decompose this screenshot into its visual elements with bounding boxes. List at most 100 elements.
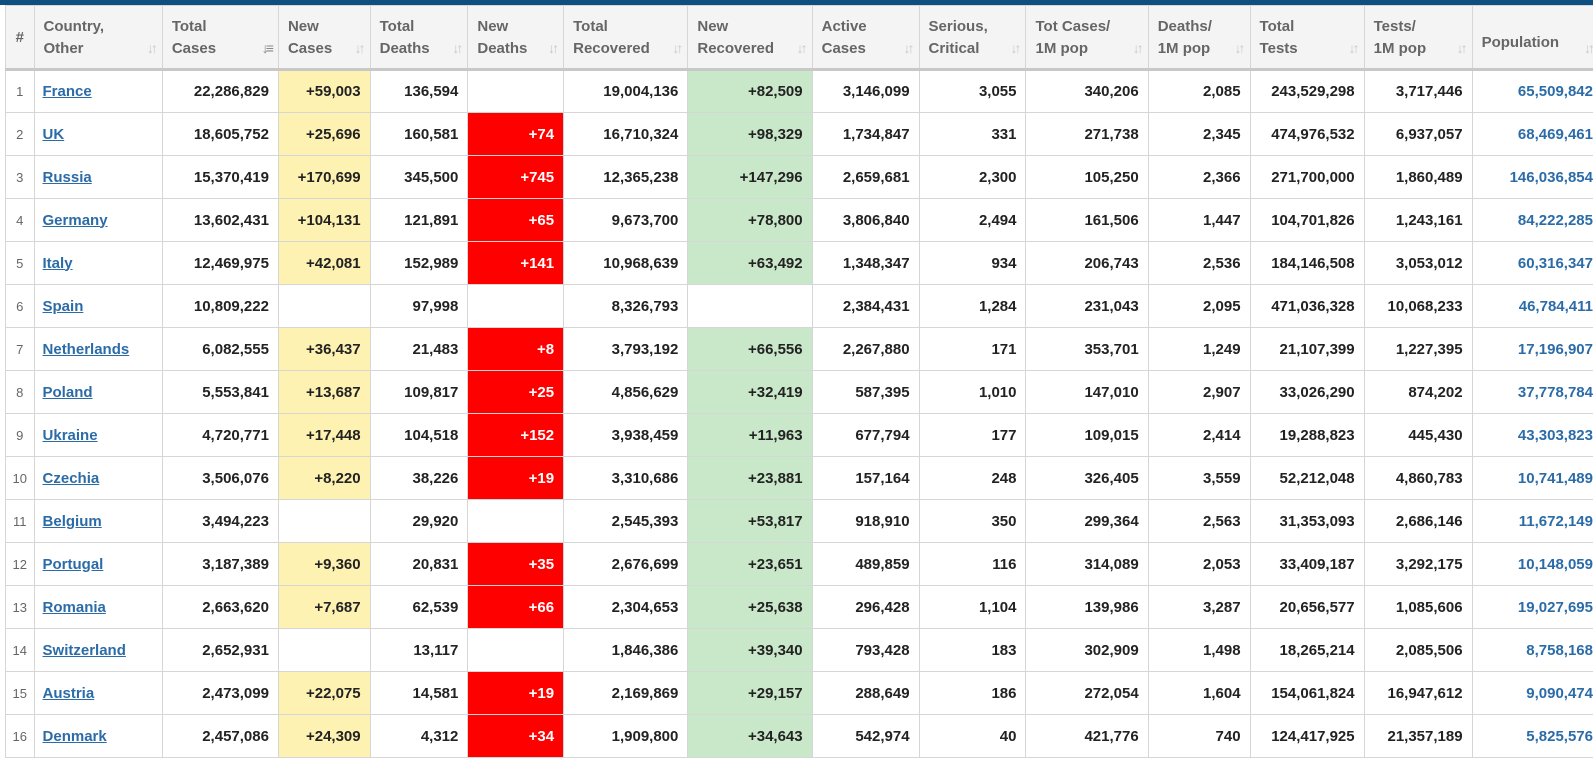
cell-deaths-per-1m: 2,907 xyxy=(1147,370,1251,414)
cell-new-deaths: +19 xyxy=(467,456,565,500)
cell-new-cases: +24,309 xyxy=(277,714,371,758)
country-link[interactable]: Poland xyxy=(42,383,93,401)
cell-deaths-per-1m: 2,366 xyxy=(1147,155,1251,199)
cell-tests-per-1m: 1,243,161 xyxy=(1363,198,1473,242)
column-header-new-recovered[interactable]: New Recovered ↓↑ xyxy=(687,5,813,71)
sort-arrows-icon[interactable]: ↓↑ xyxy=(1348,40,1360,56)
table-row: 3 Russia 15,370,419 +170,699 345,500 +745 12,3… xyxy=(5,155,1593,199)
country-link[interactable]: Romania xyxy=(42,598,106,616)
country-link[interactable]: UK xyxy=(42,125,65,143)
cell-country: Portugal xyxy=(33,542,163,586)
cell-idx: 15 xyxy=(5,671,35,715)
column-header-label: Total xyxy=(171,18,207,35)
cell-new-cases: +13,687 xyxy=(277,370,371,414)
column-header-total-deaths[interactable]: Total Deaths ↓↑ xyxy=(369,5,469,71)
country-link[interactable]: Switzerland xyxy=(42,641,126,659)
cell-population: 11,672,149 xyxy=(1471,499,1593,543)
column-header-new-deaths[interactable]: New Deaths ↓↑ xyxy=(467,5,565,71)
cell-total-cases: 3,506,076 xyxy=(161,456,279,500)
cell-population: 43,303,823 xyxy=(1471,413,1593,457)
cell-active-cases: 677,794 xyxy=(811,413,920,457)
cell-population: 10,148,059 xyxy=(1471,542,1593,586)
cell-population: 17,196,907 xyxy=(1471,327,1593,371)
cell-active-cases: 542,974 xyxy=(811,714,920,758)
country-link[interactable]: Russia xyxy=(42,168,92,186)
country-link[interactable]: Denmark xyxy=(42,727,107,745)
column-header-active-cases[interactable]: Active Cases ↓↑ xyxy=(811,5,920,71)
country-link[interactable]: Portugal xyxy=(42,555,104,573)
cell-active-cases: 489,859 xyxy=(811,542,920,586)
covid-stats-table: # Country, Other ↓↑ Total Cases ↓≡ New Cases ↓↑ To… xyxy=(5,5,1593,758)
sort-arrows-icon[interactable]: ↓↑ xyxy=(452,40,463,56)
cell-serious-critical: 1,010 xyxy=(918,370,1027,414)
sort-arrows-icon[interactable]: ↓↑ xyxy=(146,40,158,56)
cell-total-recovered: 2,545,393 xyxy=(563,499,689,543)
cell-active-cases: 1,348,347 xyxy=(811,241,920,285)
column-header-population[interactable]: Population ↓↑ xyxy=(1471,5,1593,71)
column-header-tests-per-1m[interactable]: Tests/1M pop ↓↑ xyxy=(1363,5,1473,71)
country-link[interactable]: Spain xyxy=(42,297,84,315)
column-header-country[interactable]: Country, Other ↓↑ xyxy=(33,5,163,71)
sort-arrows-icon[interactable]: ↓↑ xyxy=(903,40,915,56)
sort-arrows-icon[interactable]: ↓↑ xyxy=(796,40,808,56)
cell-country: Austria xyxy=(33,671,163,715)
cell-tests-per-1m: 3,717,446 xyxy=(1363,69,1473,113)
cell-population: 10,741,489 xyxy=(1471,456,1593,500)
column-header-total-tests[interactable]: Total Tests ↓↑ xyxy=(1249,5,1365,71)
cell-active-cases: 157,164 xyxy=(811,456,920,500)
table-row: 4 Germany 13,602,431 +104,131 121,891 +65 9,67… xyxy=(5,198,1593,242)
cell-serious-critical: 934 xyxy=(918,241,1027,285)
column-header-total-cases[interactable]: Total Cases ↓≡ xyxy=(161,5,279,71)
country-link[interactable]: Czechia xyxy=(42,469,100,487)
cell-total-cases: 6,082,555 xyxy=(161,327,279,371)
cell-serious-critical: 350 xyxy=(918,499,1027,543)
column-header-deaths-per-1m[interactable]: Deaths/1M pop ↓↑ xyxy=(1147,5,1251,71)
sort-arrows-icon[interactable]: ↓↑ xyxy=(1132,40,1144,56)
cell-deaths-per-1m: 2,536 xyxy=(1147,241,1251,285)
country-link[interactable]: Ukraine xyxy=(42,426,98,444)
cell-tests-per-1m: 3,292,175 xyxy=(1363,542,1473,586)
sort-arrows-icon[interactable]: ↓↑ xyxy=(354,40,366,56)
cell-total-cases: 2,457,086 xyxy=(161,714,279,758)
country-link[interactable]: Austria xyxy=(42,684,95,702)
table-body: 1 France 22,286,829 +59,003 136,594 19,004,13… xyxy=(5,69,1593,758)
cell-total-cases: 22,286,829 xyxy=(161,69,279,113)
sort-arrows-icon[interactable]: ↓↑ xyxy=(1234,40,1246,56)
cell-country: France xyxy=(33,69,163,113)
cell-total-tests: 474,976,532 xyxy=(1249,112,1365,156)
cell-idx: 2 xyxy=(5,112,35,156)
country-link[interactable]: Italy xyxy=(42,254,73,272)
cell-new-recovered: +11,963 xyxy=(687,413,813,457)
cell-serious-critical: 3,055 xyxy=(918,69,1027,113)
cell-new-recovered: +23,651 xyxy=(687,542,813,586)
column-header-new-cases[interactable]: New Cases ↓↑ xyxy=(277,5,371,71)
sort-arrows-icon[interactable]: ↓↑ xyxy=(548,40,559,56)
column-header-total-recovered[interactable]: Total Recovered ↓↑ xyxy=(563,5,689,71)
cell-cases-per-1m: 421,776 xyxy=(1025,714,1149,758)
country-link[interactable]: France xyxy=(42,83,92,100)
sort-arrows-icon[interactable]: ↓≡ xyxy=(261,40,274,56)
country-link[interactable]: Netherlands xyxy=(42,340,130,358)
sort-arrows-icon[interactable]: ↓↑ xyxy=(1010,40,1021,56)
sort-arrows-icon[interactable]: ↓↑ xyxy=(672,40,683,56)
column-header-cases-per-1m[interactable]: Tot Cases/1M pop ↓↑ xyxy=(1025,5,1149,71)
cell-new-recovered: +23,881 xyxy=(687,456,813,500)
cell-country: Netherlands xyxy=(33,327,163,371)
column-header-serious-critical[interactable]: Serious, Critical ↓↑ xyxy=(918,5,1027,71)
sort-arrows-icon[interactable]: ↓↑ xyxy=(1456,40,1468,56)
sort-arrows-icon[interactable]: ↓↑ xyxy=(1584,40,1593,56)
cell-idx: 12 xyxy=(5,542,35,586)
column-header-label: Tests xyxy=(1259,40,1298,57)
cell-total-recovered: 3,938,459 xyxy=(563,413,689,457)
cell-total-recovered: 12,365,238 xyxy=(563,155,689,199)
cell-total-recovered: 3,793,192 xyxy=(563,327,689,371)
country-link[interactable]: Germany xyxy=(42,211,108,229)
cell-active-cases: 918,910 xyxy=(811,499,920,543)
country-link[interactable]: Belgium xyxy=(42,512,102,530)
cell-total-cases: 12,469,975 xyxy=(161,241,279,285)
cell-tests-per-1m: 3,053,012 xyxy=(1363,241,1473,285)
cell-deaths-per-1m: 2,563 xyxy=(1147,499,1251,543)
table-row: 1 France 22,286,829 +59,003 136,594 19,004,13… xyxy=(5,69,1593,113)
cell-population: 8,758,168 xyxy=(1471,628,1593,672)
cell-deaths-per-1m: 2,085 xyxy=(1147,69,1251,113)
